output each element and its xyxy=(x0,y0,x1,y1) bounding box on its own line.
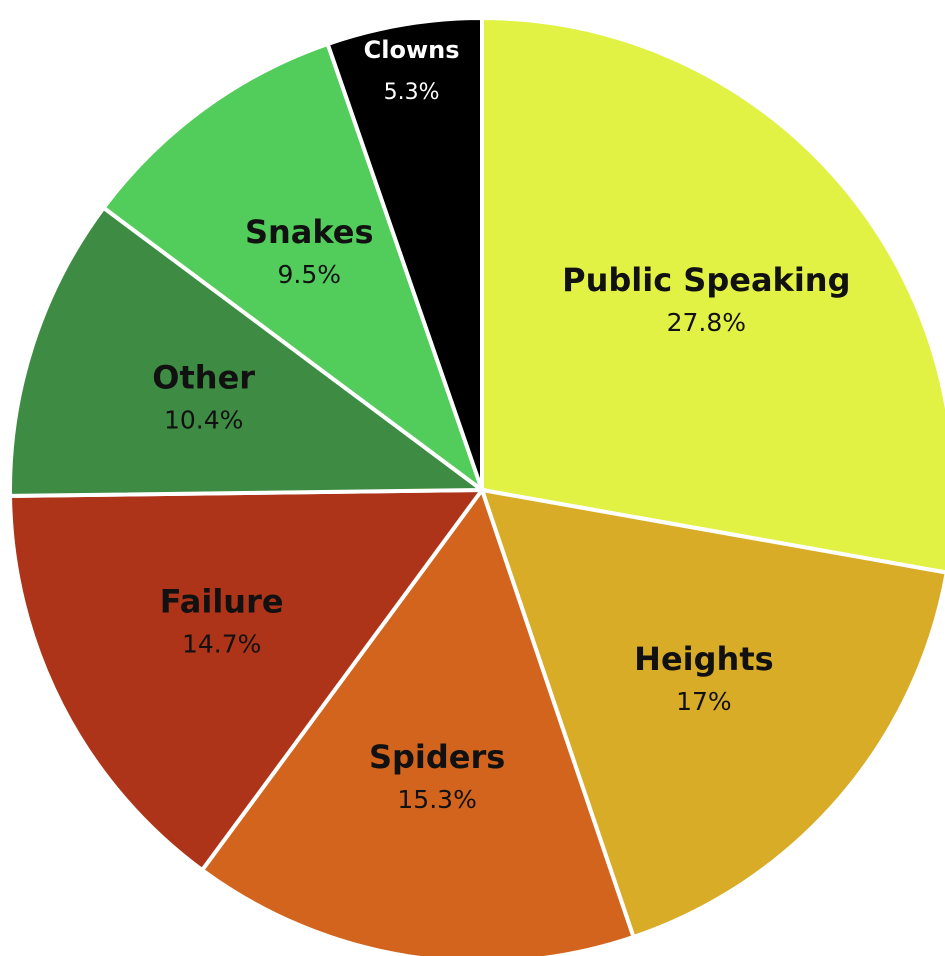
slice-label: Spiders xyxy=(369,738,505,776)
slice-label: Clowns xyxy=(364,36,460,64)
slice-label: Public Speaking xyxy=(562,261,850,299)
slice-label: Snakes xyxy=(245,213,374,251)
value-label: 15.3% xyxy=(397,785,476,814)
pie-slice xyxy=(8,204,488,498)
value-label: 5.3% xyxy=(384,80,440,105)
pie-slice xyxy=(479,487,945,940)
pie-slice xyxy=(480,15,945,575)
value-label: 10.4% xyxy=(164,406,243,435)
value-label: 27.8% xyxy=(667,308,746,337)
slice-label: Heights xyxy=(634,640,773,678)
value-label: 14.7% xyxy=(182,630,261,659)
value-label: 17% xyxy=(676,687,732,716)
slice-label: Failure xyxy=(160,583,284,621)
pie-slice xyxy=(199,485,637,956)
pie-slice xyxy=(8,487,486,873)
slice-label: Other xyxy=(152,359,255,397)
value-label: 9.5% xyxy=(277,260,341,289)
pie-slice xyxy=(100,41,487,496)
pie-slice xyxy=(325,15,484,491)
